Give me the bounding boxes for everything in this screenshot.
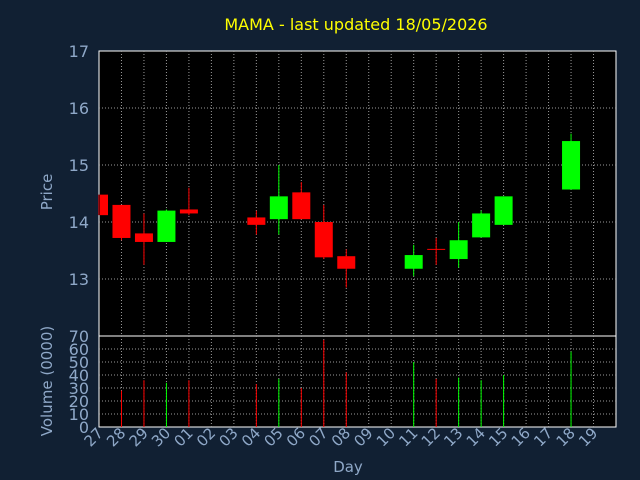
volume-tick-label: 40	[69, 366, 89, 385]
price-tick-label: 16	[69, 99, 89, 118]
candle-body	[292, 192, 311, 220]
volume-tick-label: 30	[69, 379, 89, 398]
price-axis-label: Price	[38, 174, 56, 211]
price-tick-label: 14	[69, 213, 89, 232]
candle-body	[179, 209, 198, 214]
volume-axis-label: Volume (0000)	[38, 326, 56, 436]
price-tick-label: 13	[69, 270, 89, 289]
price-plot-area	[98, 50, 617, 337]
candle-body	[494, 196, 513, 225]
candle-body	[562, 141, 581, 190]
candles	[98, 133, 581, 288]
volume-tick-label: 70	[69, 327, 89, 346]
candle-body	[337, 256, 356, 269]
candle-body	[100, 194, 108, 216]
x-axis-label: Day	[333, 458, 363, 476]
volume-tick-label: 60	[69, 340, 89, 359]
candle-body	[269, 196, 288, 220]
candle-body	[472, 213, 491, 238]
candle-body	[404, 255, 423, 269]
price-tick-label: 15	[69, 156, 89, 175]
candle-body	[112, 204, 131, 238]
price-tick-label: 17	[69, 42, 89, 61]
candle-body	[449, 240, 468, 260]
volume-plot-area	[98, 335, 617, 428]
volume-tick-label: 0	[79, 418, 89, 437]
chart-title: MAMA - last updated 18/05/2026	[224, 15, 487, 34]
volume-tick-label: 20	[69, 392, 89, 411]
volume-tick-label: 50	[69, 353, 89, 372]
candle-body	[247, 217, 266, 225]
volume-tick-label: 10	[69, 405, 89, 424]
volume-bars	[120, 339, 572, 427]
candle-body	[314, 222, 333, 258]
candle-body	[157, 210, 176, 242]
candle-body	[134, 233, 153, 242]
